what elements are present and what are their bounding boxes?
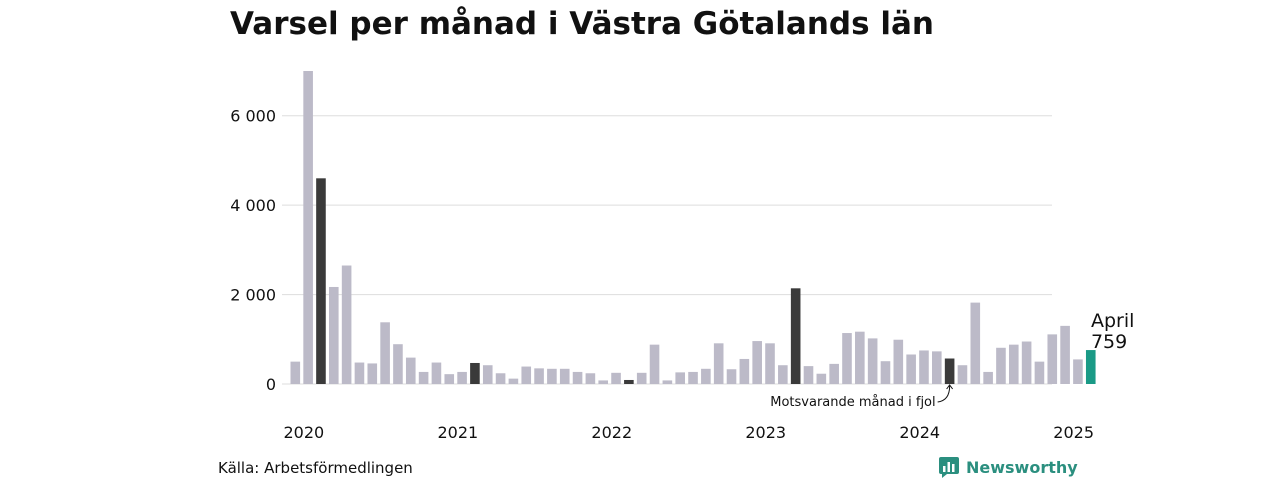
bar xyxy=(354,362,365,384)
bar xyxy=(1034,361,1045,384)
bar xyxy=(431,362,442,384)
annotation-label: Motsvarande månad i fjol xyxy=(770,395,935,410)
bar xyxy=(726,369,737,384)
bar xyxy=(842,333,852,384)
bar-same-month-previous-year xyxy=(316,178,326,384)
bar xyxy=(367,363,378,384)
bar xyxy=(290,361,301,384)
bar xyxy=(1008,344,1019,384)
bar xyxy=(1021,341,1032,384)
x-tick-label: 2022 xyxy=(591,423,632,442)
bar xyxy=(649,344,660,384)
bar xyxy=(701,368,711,384)
bar xyxy=(803,366,814,384)
bars xyxy=(290,71,1096,384)
bar xyxy=(688,371,698,384)
bar-same-month-previous-year xyxy=(944,358,955,384)
bar xyxy=(778,365,788,384)
y-axis-tick-labels: 0 2 000 4 000 6 000 xyxy=(230,107,276,394)
brand-logo: Newsworthy xyxy=(938,456,1078,478)
bar xyxy=(418,371,429,384)
bar xyxy=(855,331,865,384)
bar xyxy=(996,347,1006,384)
bar xyxy=(893,339,904,384)
y-tick-label: 2 000 xyxy=(230,286,276,305)
bar xyxy=(1060,325,1070,384)
bar xyxy=(957,365,968,384)
bar xyxy=(521,366,532,384)
bar xyxy=(572,371,583,384)
bar xyxy=(598,380,609,384)
bar xyxy=(444,374,455,384)
bar xyxy=(328,286,339,384)
bar xyxy=(303,71,313,384)
bar xyxy=(713,343,724,384)
bar xyxy=(970,302,981,384)
bar xyxy=(765,343,775,384)
bar-same-month-previous-year xyxy=(790,288,801,384)
bar xyxy=(380,322,390,384)
previous-year-annotation: Motsvarande månad i fjol xyxy=(770,384,954,410)
x-tick-label: 2023 xyxy=(745,423,786,442)
bar xyxy=(547,368,557,384)
bar xyxy=(636,372,647,384)
x-axis-tick-labels: 2020 2021 2022 2023 2024 2025 xyxy=(284,423,1095,442)
bar xyxy=(829,363,839,384)
bar xyxy=(341,265,352,384)
bar xyxy=(457,371,467,384)
bar xyxy=(405,357,416,384)
bar xyxy=(739,358,750,384)
annotation-arrow xyxy=(937,384,954,403)
bar xyxy=(752,341,762,384)
current-month-callout: April 759 xyxy=(1091,310,1134,353)
bar xyxy=(906,354,916,384)
y-tick-label: 6 000 xyxy=(230,107,276,126)
bar xyxy=(919,350,929,384)
bar xyxy=(482,365,493,384)
bar xyxy=(932,351,942,384)
chart-title: Varsel per månad i Västra Götalands län xyxy=(230,6,934,42)
source-label: Källa: Arbetsförmedlingen xyxy=(218,459,413,477)
bar xyxy=(508,378,519,384)
y-tick-label: 0 xyxy=(266,375,276,394)
callout-month-label: April xyxy=(1091,310,1134,332)
bar xyxy=(1073,359,1083,384)
bar xyxy=(867,338,878,384)
y-tick-label: 4 000 xyxy=(230,196,276,215)
newsworthy-logo-icon xyxy=(939,457,959,478)
x-tick-label: 2025 xyxy=(1053,423,1094,442)
bar xyxy=(816,373,827,384)
bar xyxy=(585,373,596,384)
bar xyxy=(393,344,403,384)
gridlines xyxy=(282,115,1052,385)
bar xyxy=(495,373,506,384)
x-tick-label: 2020 xyxy=(284,423,325,442)
bar xyxy=(611,372,621,384)
bar xyxy=(662,380,673,384)
bar xyxy=(534,368,544,384)
bar-current-month xyxy=(1085,350,1096,384)
x-tick-label: 2021 xyxy=(437,423,478,442)
callout-value-label: 759 xyxy=(1091,331,1127,353)
bar xyxy=(675,372,685,384)
bar xyxy=(1047,334,1058,384)
x-tick-label: 2024 xyxy=(899,423,940,442)
bar xyxy=(983,371,993,384)
bar xyxy=(880,361,891,384)
bar-same-month-previous-year xyxy=(624,379,634,384)
bar xyxy=(559,368,570,384)
bar-same-month-previous-year xyxy=(470,362,480,384)
brand-name: Newsworthy xyxy=(966,457,1078,477)
